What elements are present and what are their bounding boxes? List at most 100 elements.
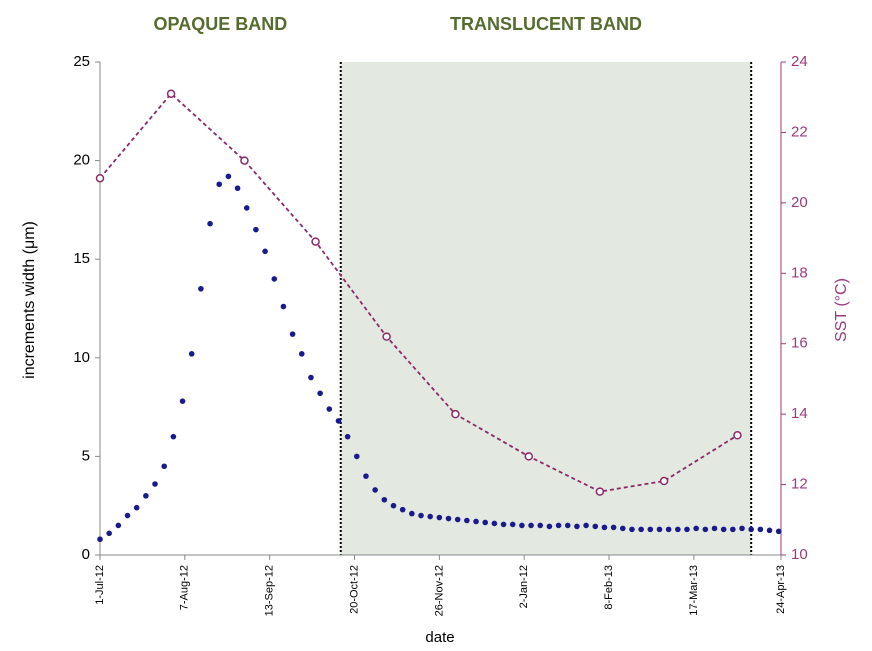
increment-point [775,528,782,535]
increment-point [711,525,718,532]
increment-point [445,515,452,522]
increment-point [757,526,764,533]
increment-point [243,205,250,211]
sst-point [524,452,534,461]
x-tick-label: 13-Sep-12 [264,565,276,616]
x-tick-label: 24-Apr-13 [775,565,787,614]
sst-point [311,237,320,246]
increment-point [317,390,323,397]
increment-point [730,526,736,533]
y2-tick-label: 16 [791,335,808,352]
y-tick-label: 15 [73,250,90,267]
y2-tick-label: 24 [791,53,808,70]
increment-point [115,522,122,529]
increment-point [500,521,507,528]
increment-point [354,453,360,460]
increment-point [766,527,773,534]
increment-point [225,173,232,180]
sst-point [659,476,669,486]
increment-point [271,276,278,282]
y2-tick-label: 22 [791,123,808,140]
increment-point [601,524,608,531]
increment-point [454,516,461,523]
x-tick-label: 26-Nov-12 [433,565,445,616]
sst-point [733,431,742,440]
y2-tick-label: 18 [791,264,808,281]
increment-point [702,526,709,533]
sst-point [382,332,391,341]
y-tick-label: 5 [82,447,90,464]
increment-point [583,522,589,529]
increment-point [693,525,699,532]
increment-point [289,331,296,337]
increment-point [326,406,333,412]
increment-point [97,536,103,543]
increment-point [344,433,351,440]
increment-point [143,493,149,499]
increment-point [124,512,131,519]
increment-point [519,522,525,529]
increment-point [308,374,314,381]
sst-line [99,92,738,493]
y2-tick-label: 14 [791,405,808,422]
increment-point [537,522,544,529]
increment-point [253,226,259,233]
increment-point [720,526,727,533]
x-tick-label: 2-Jan-12 [518,565,530,608]
increment-point [528,522,534,529]
increment-point [684,526,690,533]
increment-point [372,487,378,493]
x-tick-label: 20-Oct-12 [348,565,360,614]
increment-point [555,522,562,529]
y2-tick-label: 20 [791,194,808,211]
increment-point [564,522,571,529]
increment-point [262,248,268,255]
x-tick-label: 7-Aug-12 [179,565,191,610]
increment-point [509,521,516,528]
increment-point [473,518,479,525]
increment-point [207,220,213,227]
increment-point [390,502,397,509]
increment-point [675,526,681,533]
y2-axis-label: SST (°C) [833,278,850,342]
increment-point [409,510,415,517]
increment-point [436,514,443,521]
increment-point [179,398,186,404]
increment-point [363,473,369,479]
y-tick-label: 0 [82,546,90,563]
sst-point [166,89,176,98]
x-axis-label: date [425,629,454,646]
increment-point [170,433,177,440]
increment-point [619,525,626,532]
increment-point [647,526,654,533]
increment-point [656,526,663,533]
y-tick-label: 25 [73,53,90,70]
sst-point [451,409,460,419]
increment-point [739,525,745,532]
increment-point [335,418,342,424]
increment-point [491,520,498,527]
increment-point [298,351,305,357]
increment-point [188,351,195,357]
increment-point [464,517,470,524]
increment-point [418,512,424,519]
increment-point [610,524,617,531]
increment-point [638,526,644,533]
increment-point [152,481,158,487]
increment-point [161,463,168,470]
increment-point [629,526,635,533]
increment-point [280,303,287,310]
x-tick-label: 8-Feb-13 [603,565,615,610]
band-label: OPAQUE BAND [154,14,288,34]
y-axis-label: increments width (μm) [21,221,38,379]
increment-point [198,285,204,292]
y2-tick-label: 12 [791,476,808,493]
x-tick-label: 1-Jul-12 [94,565,106,605]
increment-point [381,496,388,503]
y-tick-label: 10 [73,349,90,366]
increment-point [133,504,140,511]
increment-point [482,519,489,526]
increment-point [216,181,223,188]
sst-point [95,173,105,183]
